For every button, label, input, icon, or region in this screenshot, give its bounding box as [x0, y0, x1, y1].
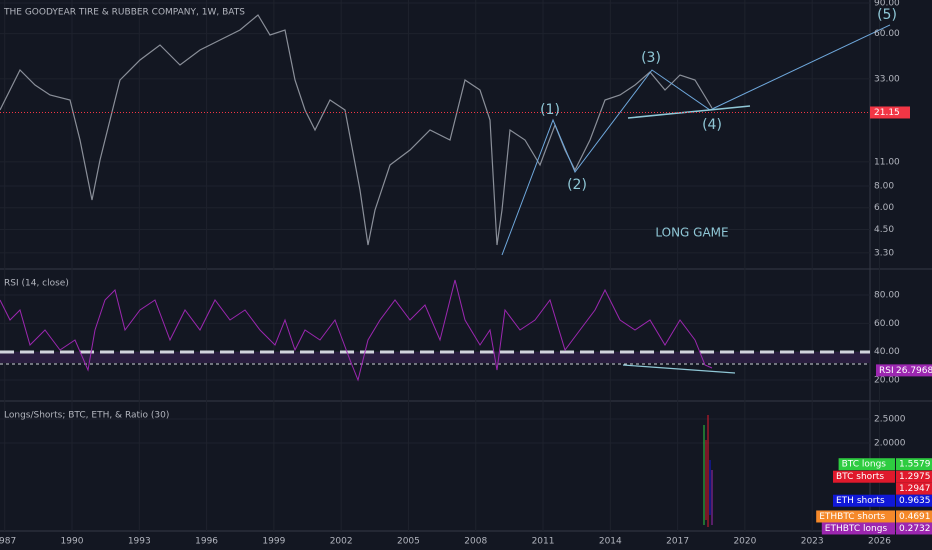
ls-value-badge	[896, 510, 932, 523]
rsi-tick-label: 80.00	[874, 291, 900, 301]
ls-name-badge	[833, 494, 895, 507]
price-line	[0, 14, 713, 246]
price-tick-label: 60.00	[874, 29, 900, 39]
ls-value: 1.2947	[899, 484, 931, 494]
rsi-value: 26.7968	[896, 366, 932, 376]
rsi-tick-label: 40.00	[874, 347, 900, 357]
ls-name: ETHBTC longs	[825, 524, 888, 534]
wave-label: (1)	[540, 102, 560, 118]
rsi-tick-label: 60.00	[874, 319, 900, 329]
chart-title: THE GOODYEAR TIRE & RUBBER COMPANY, 1W, …	[3, 8, 245, 18]
pane-title: RSI (14, close)	[4, 279, 69, 289]
wave-label: (2)	[567, 177, 587, 193]
last-price-badge	[870, 106, 910, 119]
price-tick-label: 6.00	[874, 203, 894, 213]
ls-name: BTC longs	[842, 460, 887, 470]
time-tick-label: 1996	[195, 537, 218, 547]
ls-name: ETHBTC shorts	[819, 512, 885, 522]
rsi-line	[0, 279, 713, 382]
ls-value: 1.2975	[899, 472, 931, 482]
rsi-name: RSI	[879, 366, 894, 376]
price-tick-label: 90.00	[874, 0, 900, 9]
ls-name: ETH shorts	[836, 496, 885, 506]
ls-spikes	[703, 415, 713, 527]
time-tick-label: 2011	[532, 537, 555, 547]
price-tick-label: 4.50	[874, 225, 894, 235]
ls-value: 0.9635	[899, 496, 931, 506]
ls-value-badge	[896, 494, 932, 507]
time-tick-label: 2008	[464, 537, 487, 547]
time-tick-label: 1990	[61, 537, 84, 547]
rsi-band	[0, 352, 870, 363]
ls-name-badge	[816, 510, 895, 523]
time-tick-label: 2017	[666, 537, 689, 547]
price-tick-label: 3.30	[874, 248, 894, 258]
price-tick-label: 8.00	[874, 181, 894, 191]
wave-label: (5)	[877, 7, 897, 23]
ls-name: BTC shorts	[836, 472, 884, 482]
ls-value-badge	[896, 470, 932, 483]
time-tick-label: 1987	[0, 537, 16, 547]
divergence-line	[622, 364, 736, 374]
annotation: LONG GAME	[655, 226, 728, 240]
last-price-label: 21.15	[874, 108, 900, 118]
time-tick-label: 2023	[801, 537, 824, 547]
ls-value: 0.2732	[899, 524, 931, 534]
time-tick-label: 2002	[330, 537, 353, 547]
ls-value-badge	[896, 482, 932, 495]
time-tick-label: 1999	[262, 537, 285, 547]
ls-tick-label: 2.0000	[874, 439, 906, 449]
price-tick-label: 11.00	[874, 157, 900, 167]
ls-name-badge	[833, 470, 895, 483]
rsi-badge	[876, 364, 932, 377]
price-tick-label: 33.00	[874, 74, 900, 84]
wave-lines	[501, 24, 891, 256]
ls-value-badge	[896, 458, 932, 471]
ls-value: 0.4691	[899, 512, 931, 522]
time-tick-label: 1993	[128, 537, 151, 547]
ls-name-badge	[821, 522, 895, 535]
time-tick-label: 2005	[397, 537, 420, 547]
ls-value: 1.5579	[899, 460, 931, 470]
time-tick-label: 2014	[599, 537, 622, 547]
trend-line	[627, 105, 751, 119]
time-tick-label: 2020	[733, 537, 756, 547]
ls-tick-label: 2.5000	[874, 415, 906, 425]
ls-value-badge	[896, 522, 932, 535]
wave-label: (3)	[641, 50, 661, 66]
pane-title: Longs/Shorts; BTC, ETH, & Ratio (30)	[4, 411, 169, 421]
time-tick-label: 2026	[868, 537, 891, 547]
rsi-tick-label: 20.00	[874, 376, 900, 386]
ls-name-badge	[838, 458, 895, 471]
wave-label: (4)	[702, 117, 722, 133]
